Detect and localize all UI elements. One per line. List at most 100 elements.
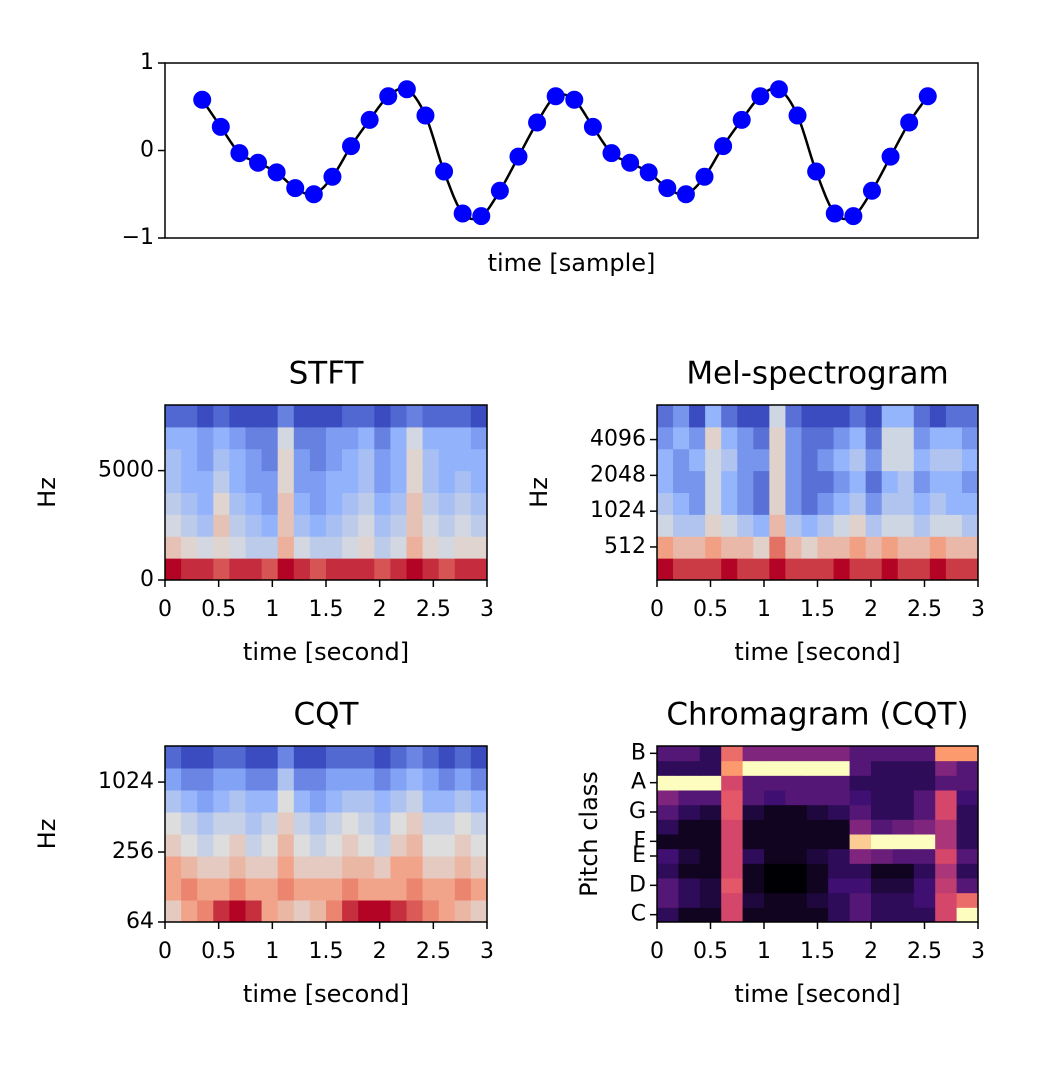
heatmap-cell [678,834,701,850]
heatmap-cell [326,856,343,879]
heatmap-cell [470,790,488,813]
heatmap-cell [277,558,295,581]
heatmap-cell [764,892,786,908]
heatmap-cell [245,405,263,428]
heatmap-cell [438,558,456,581]
data-point [267,163,286,182]
heatmap-cell [374,768,391,791]
heatmap-cell [326,426,343,450]
heatmap-cell [699,804,722,820]
heatmap-cell [245,856,263,879]
y-tick-label: 2048 [590,462,646,487]
heatmap-cell [358,405,375,428]
heatmap-cell [422,856,440,879]
heatmap-cell [197,492,214,515]
heatmap-cell [293,514,311,537]
heatmap-cell [806,790,829,806]
heatmap-cell [358,790,375,813]
x-tick-label: 2.5 [907,939,942,964]
data-point [788,106,807,125]
heatmap-cell [438,812,456,835]
heatmap-cell [785,426,802,450]
heatmap-cell [470,492,488,515]
heatmap-cell [438,405,456,428]
heatmap-cell [657,775,679,791]
y-tick-label: 1 [140,50,154,75]
heatmap-cell [699,790,722,806]
heatmap-cell [865,426,883,450]
data-point [751,87,770,106]
heatmap-cell [309,746,327,769]
heatmap-cell [689,492,706,515]
heatmap-cell [849,804,872,820]
heatmap-cell [678,804,701,820]
heatmap-cell [881,426,899,450]
heatmap-cell [897,405,915,428]
heatmap-cell [935,775,958,791]
data-point [769,80,788,99]
subplot-title: STFT [289,356,365,392]
heatmap-cell [673,492,690,515]
data-point [472,207,491,226]
data-point [546,87,565,106]
data-point [397,80,416,99]
heatmap-cell [801,405,818,428]
x-tick-label: 0.5 [201,939,236,964]
heatmap-cell [326,834,343,857]
data-point [360,110,379,129]
heatmap-cell [828,775,851,791]
heatmap-cell [721,878,744,894]
heatmap-cell [849,448,867,472]
heatmap-cell [945,470,963,493]
heatmap-cell [785,514,802,537]
heatmap-cell [913,760,936,776]
heatmap-cell [406,514,424,537]
heatmap-cell [406,812,424,835]
heatmap-cell [438,856,456,879]
heatmap-cell [245,878,263,901]
data-point [621,153,640,172]
heatmap-cell [785,892,808,908]
heatmap-cell [892,892,915,908]
heatmap-cell [293,536,311,559]
heatmap-cell [785,775,808,791]
heatmap-cell [438,426,456,450]
heatmap-cell [817,426,835,450]
heatmap-cell [293,426,311,450]
heatmap-cell [785,848,808,864]
x-axis-label: time [second] [243,638,409,666]
heatmap-cell [406,878,424,901]
y-tick-label: 64 [126,909,154,934]
heatmap-cell [326,746,343,769]
heatmap-cell [213,768,230,791]
heatmap-cell [956,746,979,762]
data-point [900,113,919,132]
heatmap-cell [277,900,295,923]
heatmap-cell [897,514,915,537]
heatmap-cell [678,892,701,908]
heatmap-cell [229,558,246,581]
heatmap-cell [197,900,214,923]
heatmap-cell [406,405,424,428]
heatmap-cell [935,863,958,879]
heatmap-cell [374,878,391,901]
heatmap-cell [849,405,867,428]
heatmap-cell [342,536,359,559]
heatmap-cell [245,558,263,581]
heatmap-cell [881,558,899,581]
heatmap-cell [833,426,851,450]
heatmap-cell [913,892,936,908]
data-point [416,106,435,125]
heatmap-cell [657,892,679,908]
heatmap-cell [769,558,786,581]
heatmap-cell [865,536,883,559]
heatmap-cell [657,448,674,472]
heatmap-cell [326,900,343,923]
heatmap-cell [229,470,246,493]
heatmap-cell [865,470,883,493]
heatmap-cell [229,405,246,428]
heatmap-cell [470,856,488,879]
heatmap-cell [892,746,915,762]
heatmap-cell [849,760,872,776]
heatmap-cell [277,812,295,835]
